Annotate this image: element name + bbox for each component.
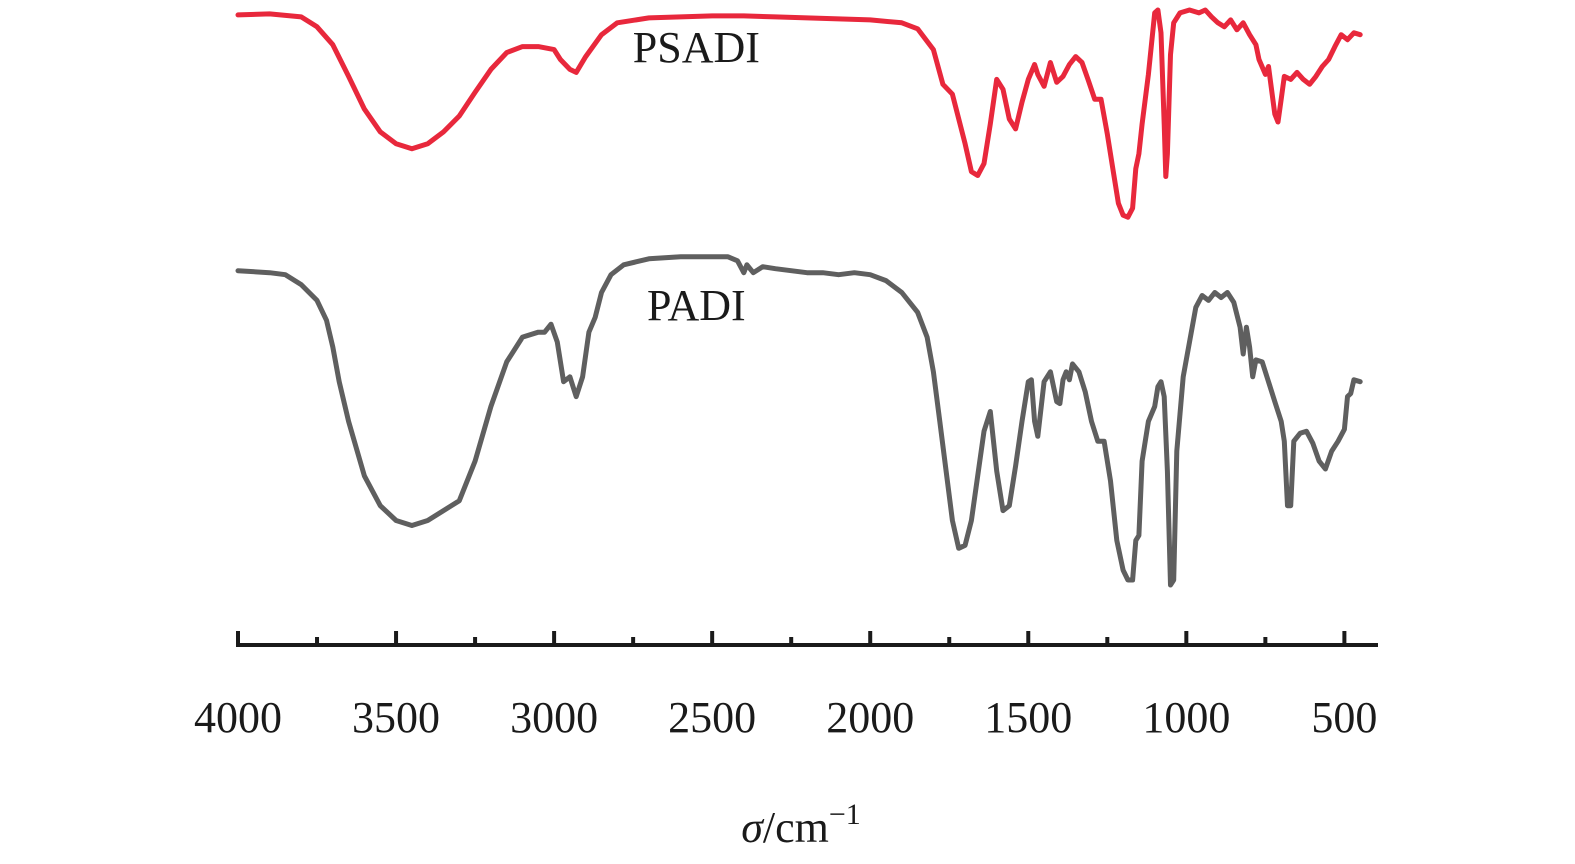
- series-line-padi: [235, 254, 1363, 588]
- x-axis-title-unit: /cm: [763, 803, 829, 852]
- x-axis-title: σ/cm−1: [741, 798, 861, 852]
- x-axis: 4000 3500 3000 2500 2000 1500 1000 500: [194, 631, 1378, 742]
- x-tick-label: 500: [1311, 693, 1377, 742]
- series-label-padi: PADI: [647, 281, 746, 330]
- series-label-psadi: PSADI: [633, 23, 760, 72]
- series-layer: [235, 7, 1363, 588]
- x-tick-label: 2500: [668, 693, 756, 742]
- series-line-psadi: [235, 7, 1363, 220]
- x-tick-label: 1500: [984, 693, 1072, 742]
- x-tick-label: 3000: [510, 693, 598, 742]
- x-tick-label: 1000: [1142, 693, 1230, 742]
- x-tick-label: 4000: [194, 693, 282, 742]
- x-tick-label: 3500: [352, 693, 440, 742]
- x-axis-title-exponent: −1: [829, 798, 861, 831]
- series-labels: PSADI PADI: [633, 23, 760, 330]
- x-tick-label: 2000: [826, 693, 914, 742]
- x-axis-title-symbol: σ: [741, 803, 765, 852]
